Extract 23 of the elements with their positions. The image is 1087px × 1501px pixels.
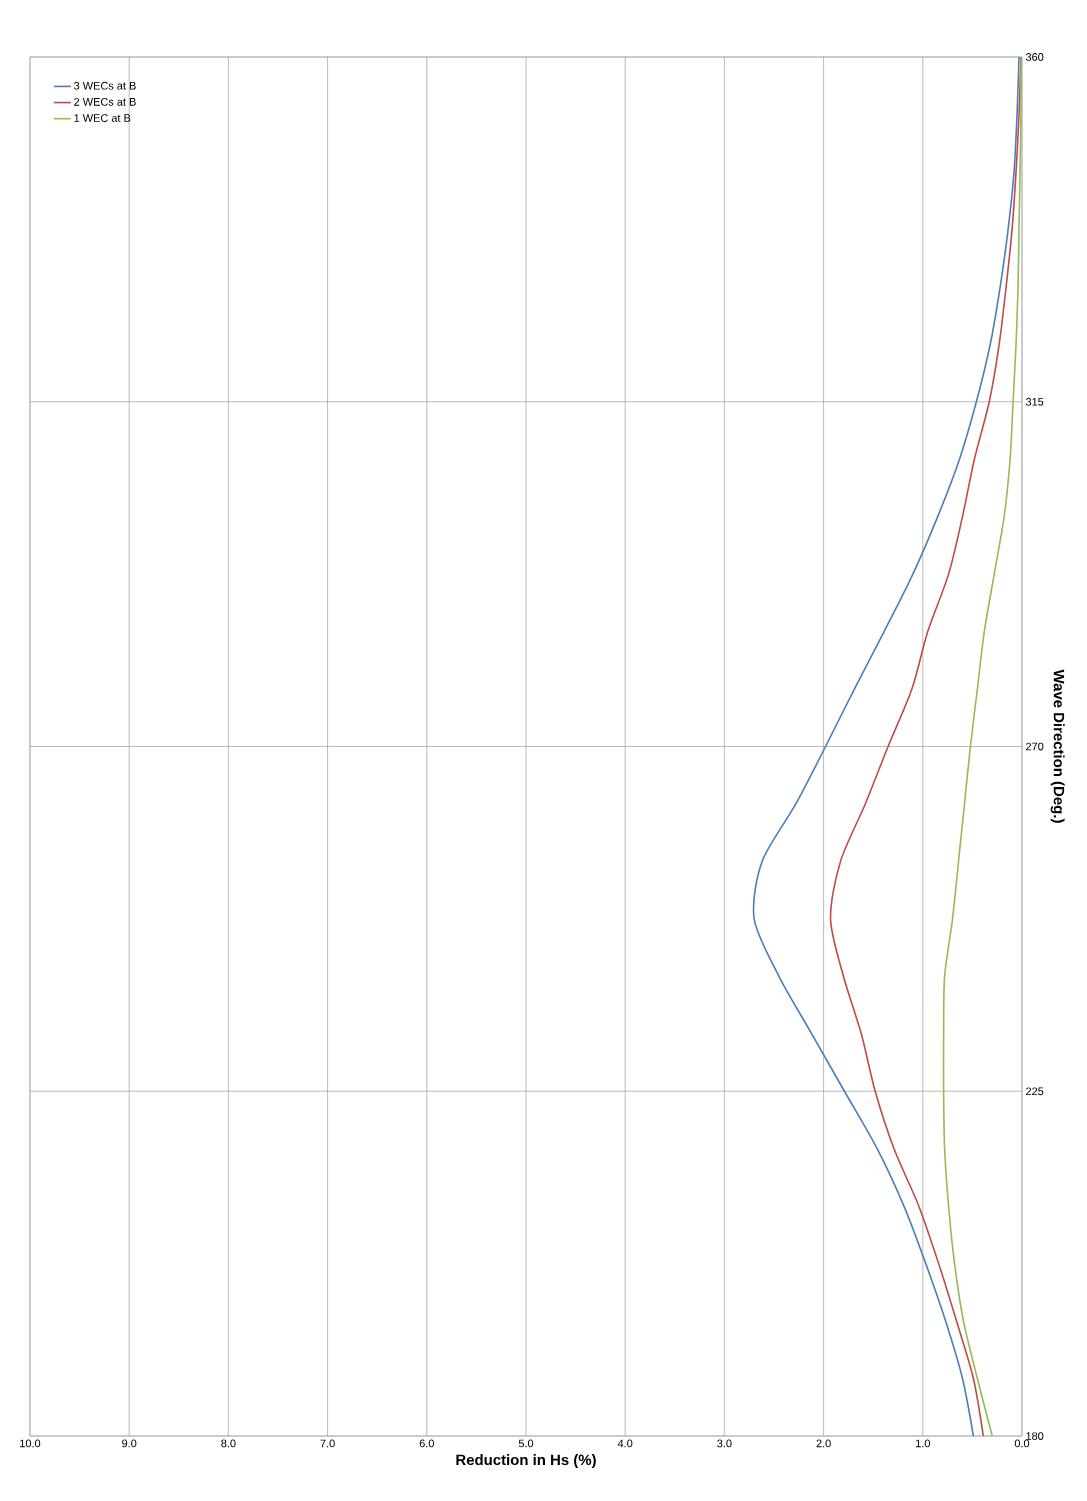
x-tick-label: 3.0: [717, 1439, 732, 1448]
y-tick-label: 360: [1025, 53, 1044, 61]
x-tick-label: 8.0: [221, 1439, 236, 1448]
x-axis-title: Reduction in Hs (%): [456, 1454, 596, 1469]
x-tick-label: 1.0: [916, 1439, 930, 1448]
line-series: [752, 56, 1020, 1436]
line-series: [942, 56, 1022, 1436]
y-tick-label: 225: [1026, 1087, 1044, 1096]
x-tick-label: 0.0: [1014, 1439, 1030, 1448]
legend-label: 1 WEC at B: [74, 114, 131, 122]
x-tick-label: 2.0: [816, 1439, 831, 1448]
x-tick-label: 6.0: [419, 1439, 434, 1448]
y-tick-label: 270: [1026, 742, 1044, 751]
y-tick-label: 180: [1026, 1432, 1044, 1440]
x-tick-label: 7.0: [320, 1439, 335, 1448]
legend-label: 2 WECs at B: [74, 98, 136, 106]
y-axis-title: Wave Direction (Deg.): [1050, 669, 1065, 823]
x-tick-label: 9.0: [122, 1439, 137, 1448]
x-tick-label: 4.0: [617, 1439, 633, 1448]
x-tick-label: 10.0: [20, 1439, 41, 1448]
y-tick-label: 315: [1025, 397, 1044, 406]
legend-label: 3 WECs at B: [74, 81, 136, 90]
x-tick-label: 5.0: [518, 1439, 534, 1448]
